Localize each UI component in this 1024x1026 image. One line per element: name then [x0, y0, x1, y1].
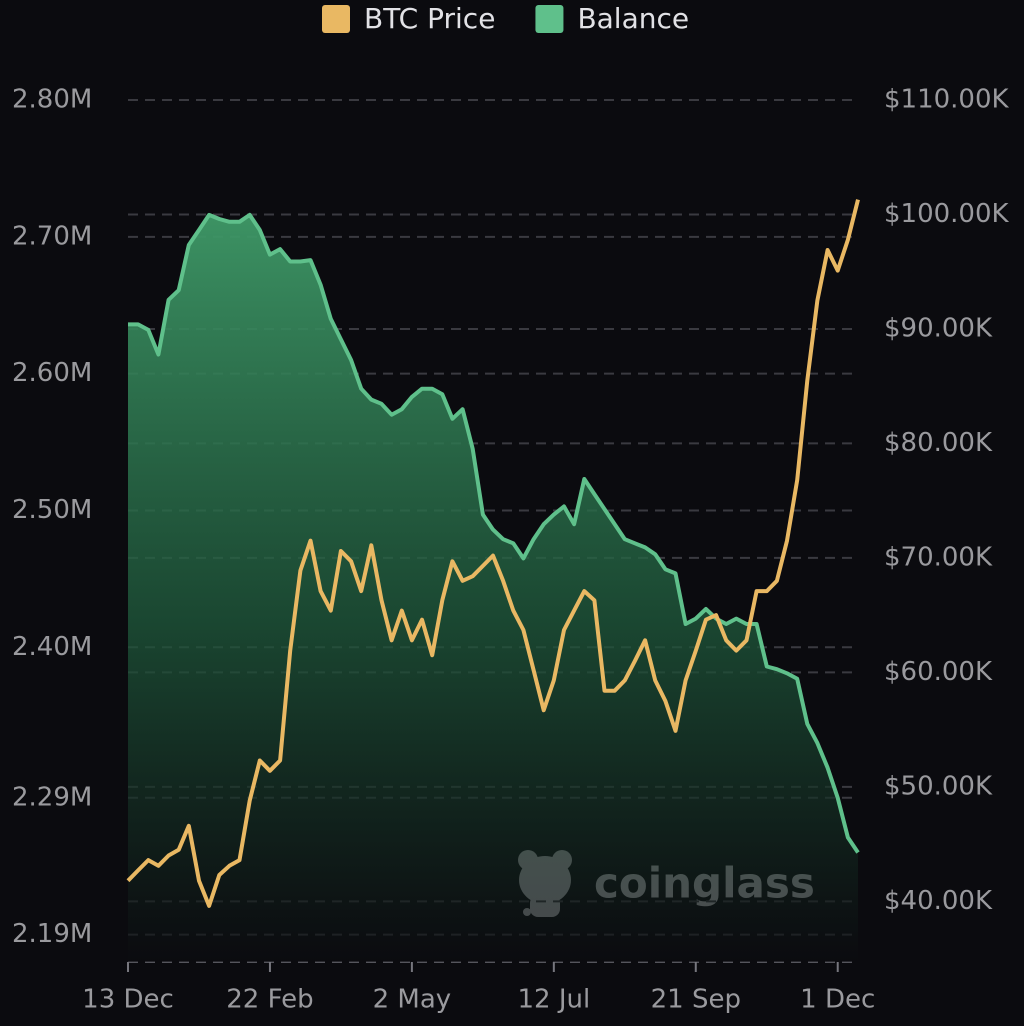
y2-tick-label: $80.00K [884, 428, 993, 458]
x-tick-label: 13 Dec [82, 985, 174, 1015]
x-tick-label: 2 May [373, 985, 452, 1015]
y-tick-label: 2.29M [12, 782, 92, 812]
y2-tick-label: $100.00K [884, 199, 1010, 229]
y2-tick-label: $40.00K [884, 886, 993, 916]
y2-tick-label: $50.00K [884, 771, 993, 801]
y-tick-label: 2.70M [12, 221, 92, 251]
x-tick-label: 1 Dec [800, 985, 875, 1015]
y-tick-label: 2.50M [12, 495, 92, 525]
y-tick-label: 2.40M [12, 632, 92, 662]
y-tick-label: 2.60M [12, 358, 92, 388]
y-tick-label: 2.80M [12, 85, 92, 115]
y2-tick-label: $70.00K [884, 542, 993, 572]
area [128, 214, 858, 962]
x-tick-label: 22 Feb [226, 985, 313, 1015]
x-tick-label: 12 Jul [517, 985, 590, 1015]
legend-swatch [535, 5, 564, 33]
y2-tick-label: $60.00K [884, 657, 993, 687]
line [126, 199, 860, 908]
legend-swatch [322, 5, 350, 33]
y-tick-label: 2.19M [12, 919, 92, 949]
legend-label: BTC Price [364, 2, 495, 35]
y2-tick-label: $90.00K [884, 313, 993, 343]
y2-tick-label: $110.00K [884, 85, 1010, 115]
line [128, 212, 860, 854]
legend-label: Balance [577, 2, 689, 35]
x-tick-label: 21 Sep [651, 985, 741, 1015]
